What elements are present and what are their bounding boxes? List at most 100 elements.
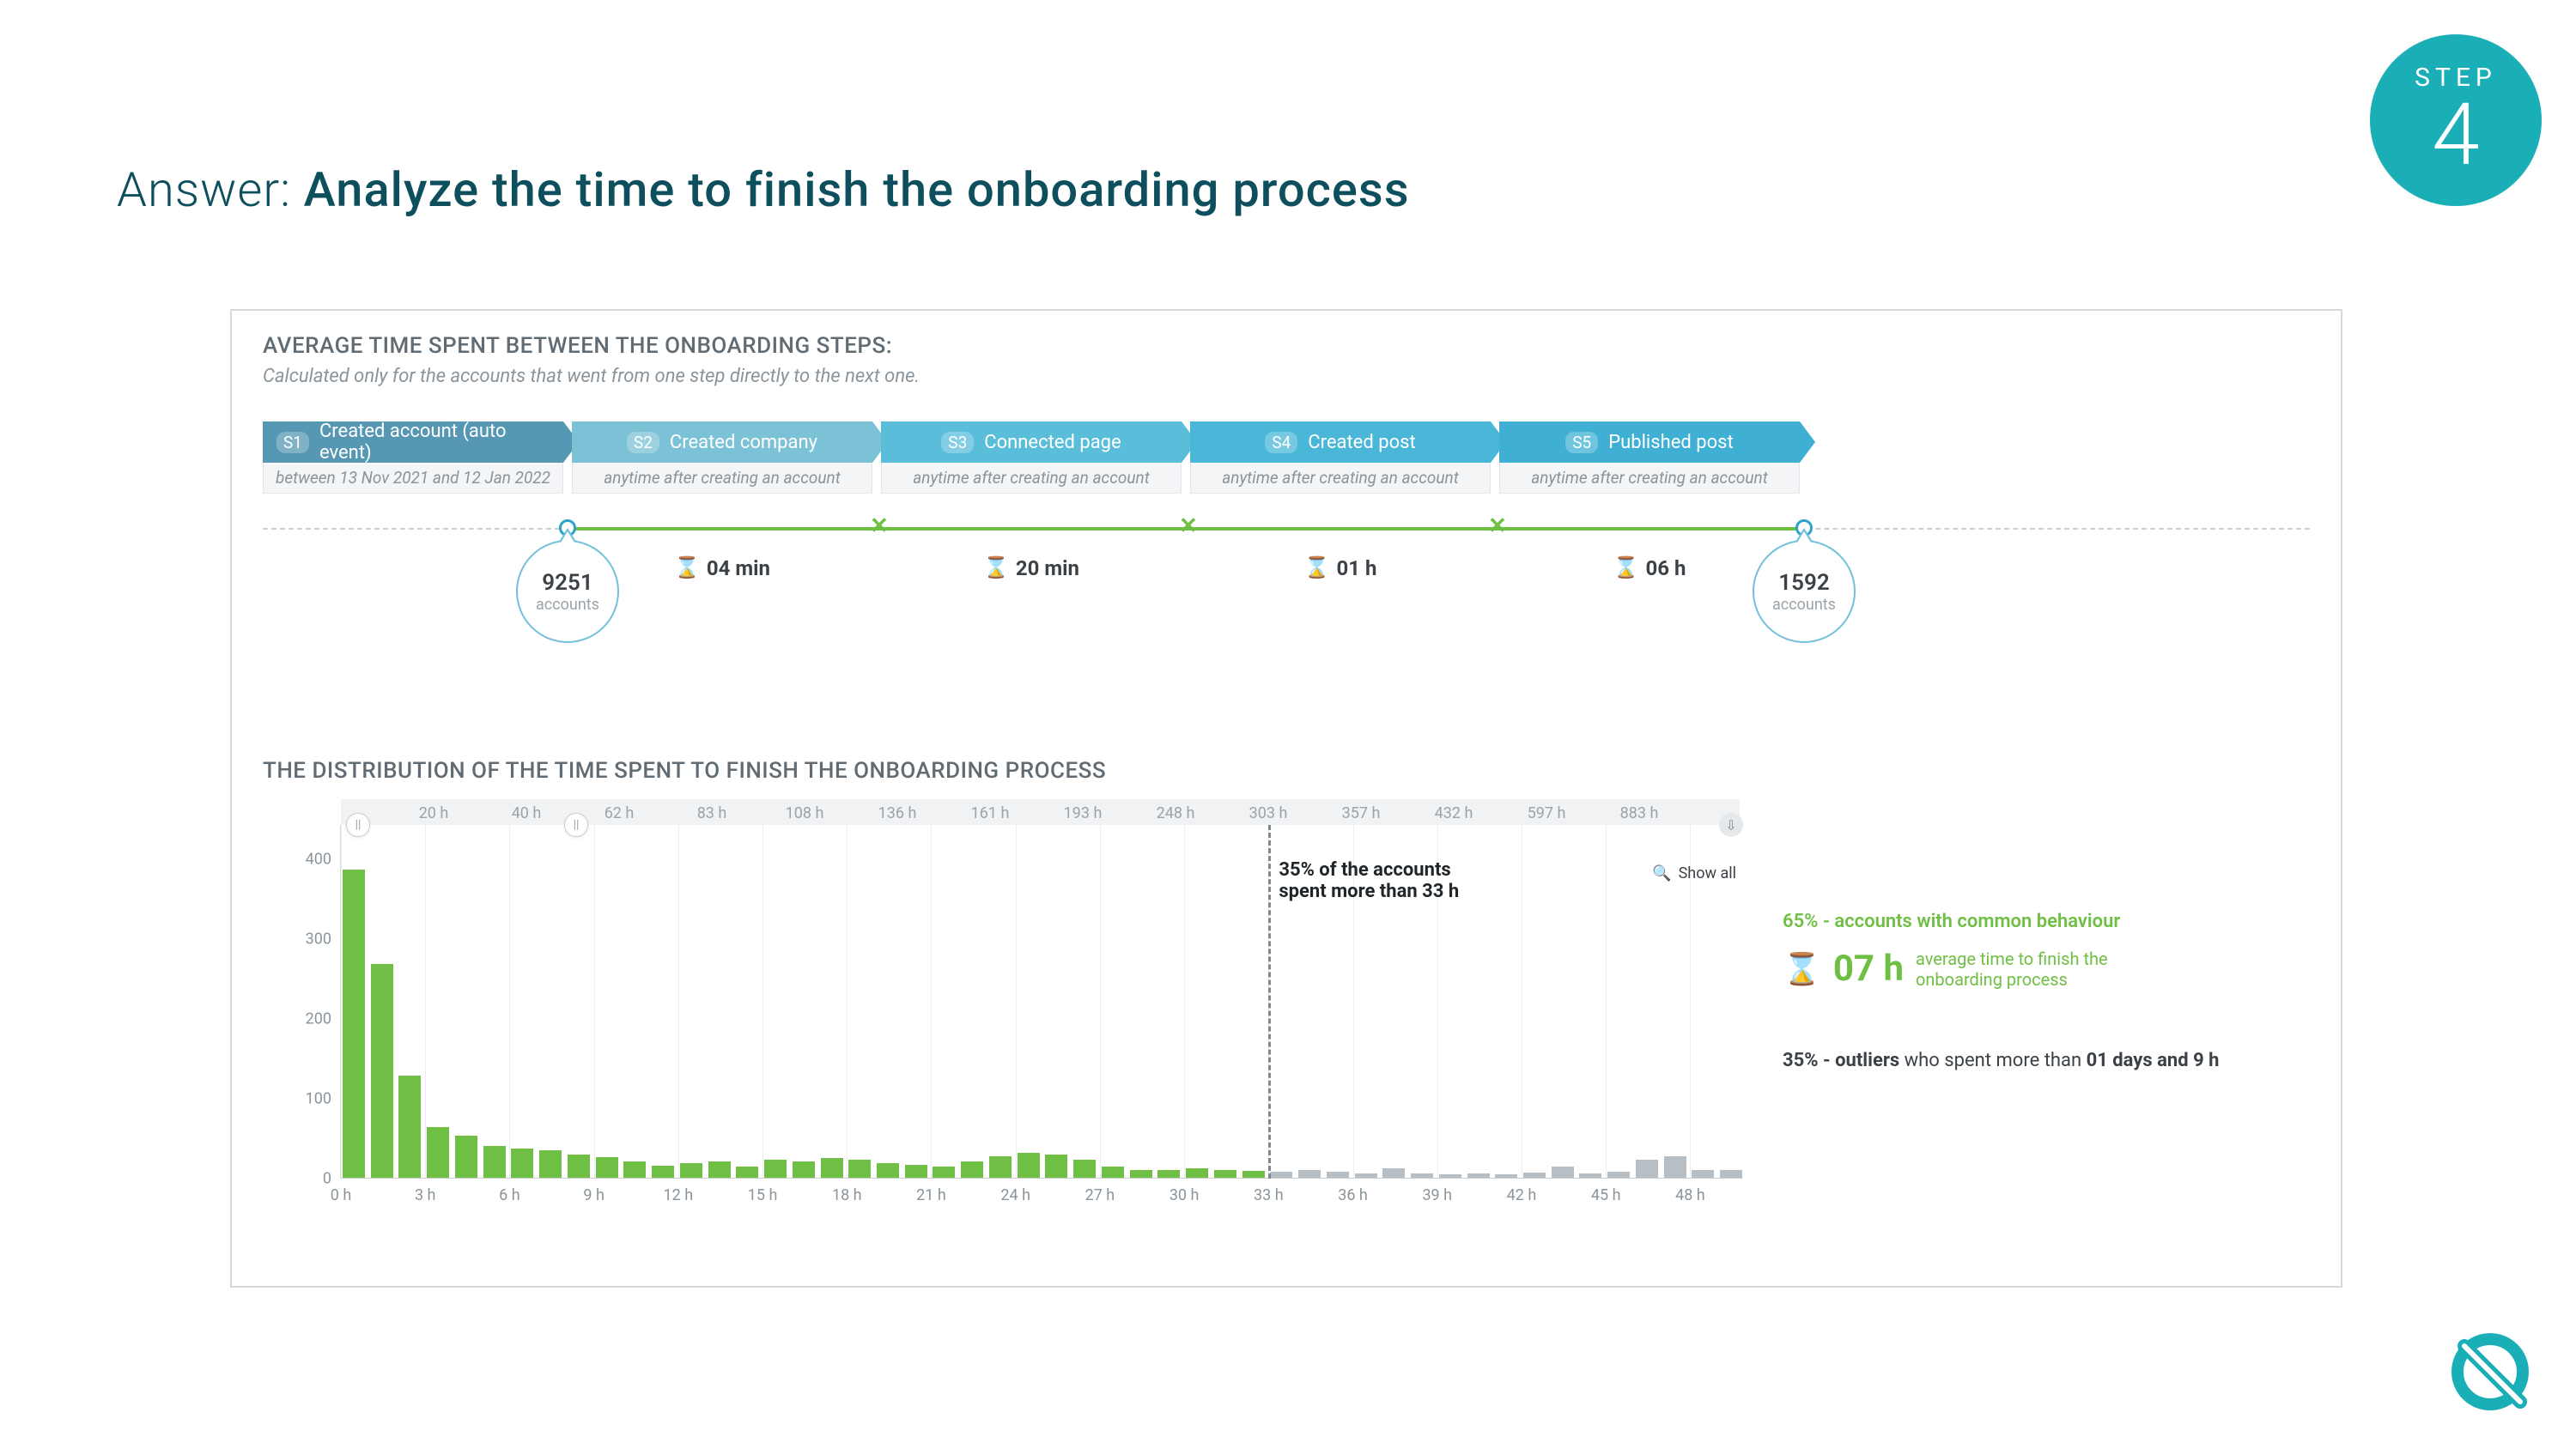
step-subtext: between 13 Nov 2021 and 12 Jan 2022: [263, 463, 563, 494]
range-handle-right[interactable]: ||: [564, 813, 588, 837]
histogram-bar: [623, 1161, 646, 1179]
histogram-bar: [905, 1165, 927, 1179]
step-label: Created company: [670, 432, 817, 453]
download-icon[interactable]: ⇩: [1719, 813, 1743, 837]
step-label: Connected page: [984, 432, 1121, 453]
section1-subtitle: Calculated only for the accounts that we…: [263, 366, 2310, 387]
gridline: [594, 825, 595, 1179]
x-tick: 33 h: [1254, 1186, 1284, 1204]
legend-avg-desc: average time to finish the onboarding pr…: [1916, 949, 2108, 990]
step-badge-number: 4: [2432, 93, 2479, 179]
x-tick: 24 h: [1000, 1186, 1030, 1204]
step-subtext: anytime after creating an account: [1190, 463, 1491, 494]
histogram-section: THE DISTRIBUTION OF THE TIME SPENT TO FI…: [263, 758, 2310, 1211]
top-tick: 62 h: [605, 804, 635, 822]
funnel-step-header: S1Created account (auto event): [263, 421, 563, 463]
hourglass-icon: ⌛: [1304, 555, 1330, 580]
gridline: [1184, 825, 1185, 1179]
histogram-bar: [708, 1161, 731, 1179]
show-all-button[interactable]: 🔍Show all: [1652, 864, 1736, 882]
legend-average: ⌛ 07 h average time to finish the onboar…: [1783, 948, 2310, 990]
brand-logo-icon: [2447, 1329, 2533, 1415]
top-tick: 883 h: [1620, 804, 1659, 822]
histogram-bar: [848, 1160, 871, 1179]
histogram-bar: [1045, 1155, 1067, 1179]
histogram-bar: [398, 1076, 421, 1179]
histogram-bar: [1552, 1167, 1574, 1179]
histogram-bar: [1073, 1160, 1096, 1179]
histogram-chart: 01002003004000 h3 h6 h9 h12 h15 h18 h21 …: [263, 799, 1748, 1211]
x-tick: 39 h: [1422, 1186, 1452, 1204]
step-subtext: anytime after creating an account: [881, 463, 1182, 494]
x-tick: 3 h: [415, 1186, 436, 1204]
legend-avg-value: 07 h: [1833, 948, 1904, 990]
step-code: S1: [276, 432, 309, 453]
slide-title: Answer: Analyze the time to finish the o…: [117, 161, 1410, 218]
legend-outliers: 35% - outliers who spent more than 01 da…: [1783, 1050, 2310, 1071]
step-code: S2: [627, 432, 659, 453]
histogram-bar: [455, 1136, 477, 1179]
funnel-step-5[interactable]: S5Published postanytime after creating a…: [1499, 421, 1800, 494]
step-code: S5: [1565, 432, 1598, 453]
histogram-bar: [961, 1161, 983, 1179]
range-handle-left[interactable]: ||: [346, 813, 370, 837]
gridline: [1100, 825, 1101, 1179]
gridline: [847, 825, 848, 1179]
title-light: Answer:: [117, 161, 304, 218]
timeline-duration: ⌛04 min: [674, 555, 770, 580]
hourglass-icon: ⌛: [674, 555, 700, 580]
gridline: [1606, 825, 1607, 1179]
hourglass-icon: ⌛: [1613, 555, 1639, 580]
histogram-bar: [539, 1150, 562, 1179]
x-tick: 0 h: [331, 1186, 352, 1204]
histogram-bar: [371, 964, 393, 1179]
histogram-bar: [877, 1163, 899, 1179]
x-tick: 9 h: [583, 1186, 605, 1204]
histogram-bar: [1102, 1167, 1124, 1179]
histogram-bar: [483, 1146, 506, 1179]
x-tick: 18 h: [832, 1186, 862, 1204]
funnel-step-1[interactable]: S1Created account (auto event)between 13…: [263, 421, 563, 494]
timeline-cross-icon: ✕: [1488, 521, 1502, 535]
y-tick: 400: [306, 851, 331, 869]
hourglass-icon: ⌛: [983, 555, 1009, 580]
timeline-cross-icon: ✕: [870, 521, 884, 535]
top-tick: 303 h: [1249, 804, 1288, 822]
histogram-bar: [1018, 1153, 1040, 1179]
top-tick: 161 h: [971, 804, 1010, 822]
x-tick: 15 h: [748, 1186, 778, 1204]
histogram-bar: [933, 1167, 955, 1179]
timeline-start-bubble: 9251accounts: [516, 540, 619, 643]
plot-area: 0 h3 h6 h9 h12 h15 h18 h21 h24 h27 h30 h…: [340, 825, 1740, 1179]
threshold-label: 35% of the accountsspent more than 33 h: [1279, 859, 1459, 902]
histogram-legend: 65% - accounts with common behaviour ⌛ 0…: [1748, 799, 2310, 1211]
x-tick: 42 h: [1507, 1186, 1537, 1204]
gridline: [931, 825, 932, 1179]
top-tick: 432 h: [1435, 804, 1473, 822]
funnel-step-4[interactable]: S4Created postanytime after creating an …: [1190, 421, 1491, 494]
histogram-bar: [680, 1163, 702, 1179]
funnel-step-3[interactable]: S3 Connected page anytime after creating a…: [881, 421, 1182, 494]
title-bold: Analyze the time to finish the onboardin…: [304, 161, 1410, 218]
step-code: S3: [941, 432, 974, 453]
step-badge: STEP 4: [2370, 34, 2542, 206]
x-tick: 27 h: [1085, 1186, 1115, 1204]
x-tick: 48 h: [1675, 1186, 1705, 1204]
step-label: Created post: [1308, 432, 1415, 453]
funnel-steps-row: S1Created account (auto event)between 13…: [263, 421, 2310, 494]
top-tick: 40 h: [512, 804, 542, 822]
timeline-duration: ⌛20 min: [983, 555, 1079, 580]
timeline-duration: ⌛06 h: [1613, 555, 1686, 580]
x-tick: 12 h: [664, 1186, 694, 1204]
x-tick: 45 h: [1591, 1186, 1621, 1204]
histogram-bar: [511, 1149, 533, 1179]
x-tick: 30 h: [1170, 1186, 1200, 1204]
funnel-step-header: S2 Created company: [572, 421, 872, 463]
histogram-bar: [596, 1157, 618, 1179]
y-axis: 0100200300400: [289, 859, 331, 1179]
funnel-step-2[interactable]: S2Created companyanytime after creating …: [572, 421, 872, 494]
funnel-step-header: S3 Connected page: [881, 421, 1182, 463]
zoom-out-icon: 🔍: [1652, 864, 1671, 882]
gridline: [425, 825, 426, 1179]
histogram-bar: [989, 1156, 1012, 1179]
